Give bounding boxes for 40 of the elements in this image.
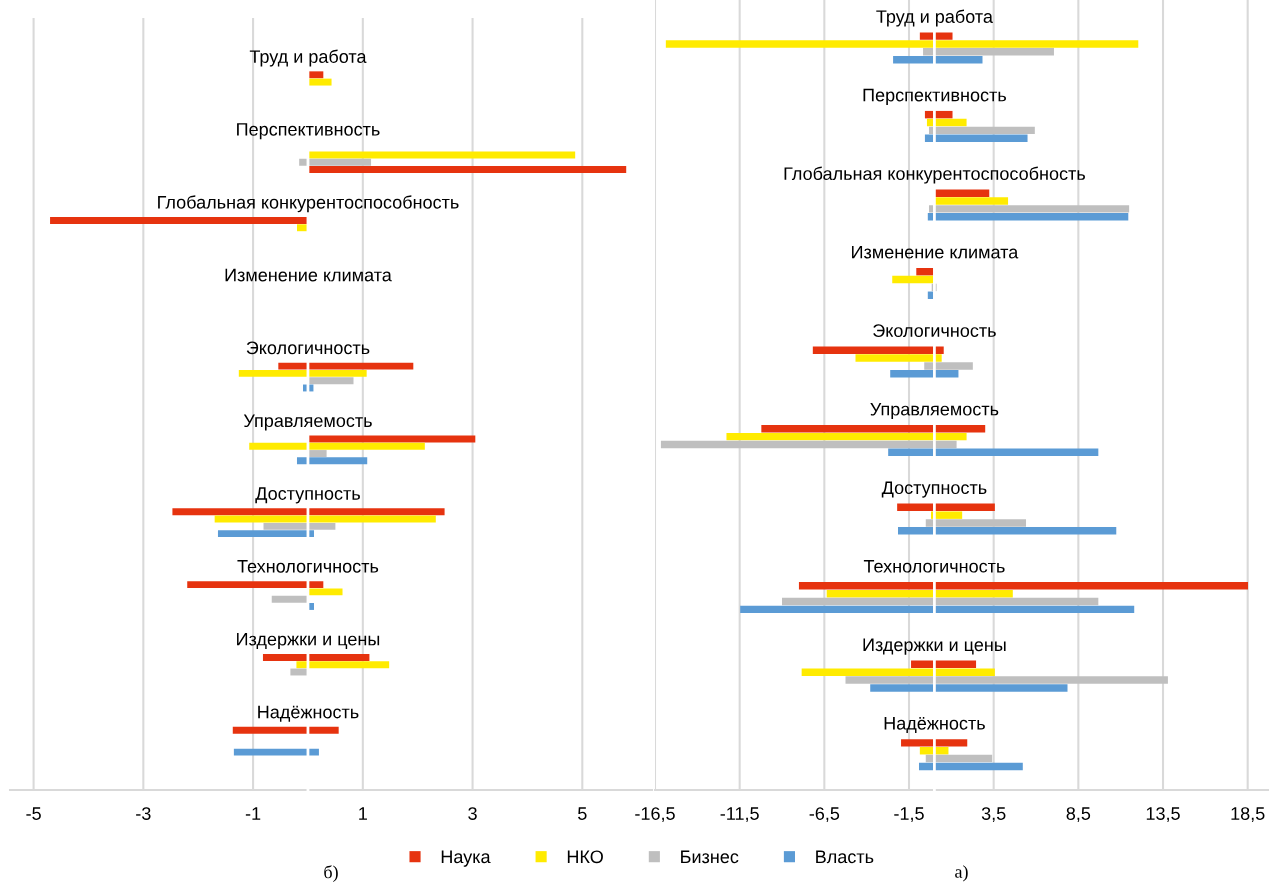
x-tick-label: 3 bbox=[468, 807, 477, 820]
x-tick-label: 13,5 bbox=[1146, 807, 1180, 823]
x-axis-title: а) bbox=[955, 865, 968, 882]
y-tick-label: Доступность bbox=[255, 487, 360, 504]
x-tick-label: -1 bbox=[245, 807, 261, 820]
x-tick-label: -3 bbox=[136, 807, 151, 820]
y-tick-label: Управляемость bbox=[870, 402, 999, 420]
legend-label: Власть bbox=[816, 850, 874, 864]
y-tick-label: Технологичность bbox=[237, 560, 379, 573]
x-tick-label: 5 bbox=[578, 807, 587, 820]
y-tick-label: Глобальная конкурентоспособность bbox=[158, 195, 459, 213]
x-tick-label: 18,5 bbox=[1231, 807, 1265, 823]
y-tick-label: Перспективность bbox=[237, 123, 380, 140]
x-axis-title: б) bbox=[324, 865, 338, 882]
y-tick-label: Технологичность bbox=[863, 560, 1005, 573]
y-tick-label: Надёжность bbox=[258, 705, 359, 722]
y-tick-label: Изменение климата bbox=[225, 268, 392, 282]
y-tick-label: Доступность bbox=[881, 481, 987, 498]
x-tick-label: 1 bbox=[359, 807, 367, 820]
y-tick-label: Экологичность bbox=[873, 324, 996, 338]
y-tick-label: Изменение климата bbox=[852, 245, 1019, 259]
y-tick-label: Издержки и цены bbox=[237, 632, 380, 650]
y-tick-label: Экологичность bbox=[246, 341, 370, 355]
y-tick-label: Труд и работа bbox=[876, 9, 993, 27]
y-tick-label: Издержки и цены bbox=[863, 638, 1006, 655]
x-tick-label: -6,5 bbox=[809, 807, 840, 823]
x-tick-label: -5 bbox=[26, 807, 41, 820]
x-tick-label: -1,5 bbox=[894, 807, 924, 823]
x-tick-label: 3,5 bbox=[981, 807, 1006, 823]
x-tick-label: -11,5 bbox=[720, 807, 759, 823]
legend-label: НКО bbox=[567, 850, 603, 864]
x-tick-label: 8,5 bbox=[1066, 807, 1091, 823]
y-tick-label: Управляемость bbox=[243, 414, 372, 431]
y-tick-label: Труд и работа bbox=[249, 49, 367, 67]
y-tick-label: Глобальная конкурентоспособность bbox=[784, 166, 1085, 184]
y-tick-label: Перспективность bbox=[863, 88, 1007, 106]
legend-label: Наука bbox=[441, 850, 491, 867]
y-tick-label: Надёжность bbox=[884, 717, 985, 734]
legend-label: Бизнес bbox=[681, 850, 739, 864]
x-tick-label: -16,5 bbox=[635, 807, 675, 823]
